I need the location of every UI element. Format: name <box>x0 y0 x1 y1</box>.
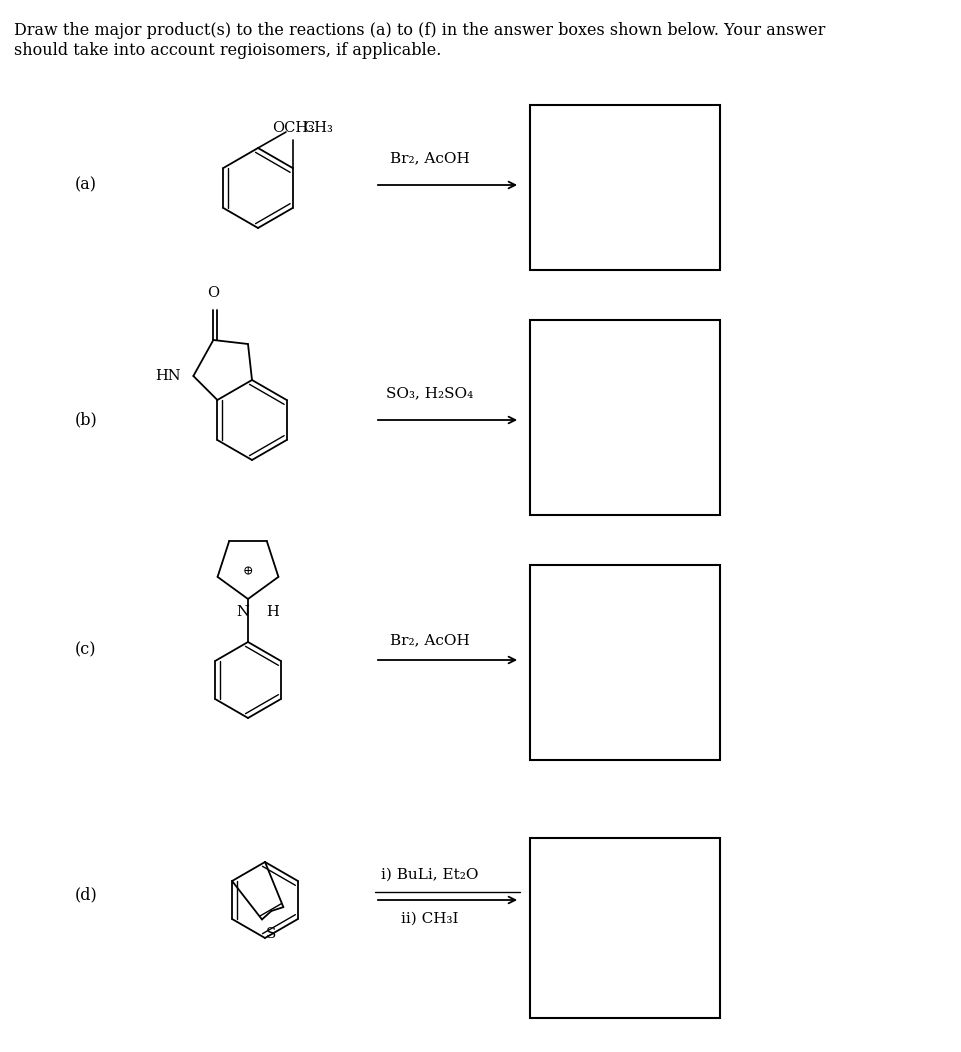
Text: i) BuLi, Et₂O: i) BuLi, Et₂O <box>381 868 479 882</box>
Bar <box>530 320 719 515</box>
Text: SO₃, H₂SO₄: SO₃, H₂SO₄ <box>386 386 473 400</box>
Text: S: S <box>266 927 276 940</box>
Text: (d): (d) <box>75 887 98 904</box>
Text: (b): (b) <box>75 411 98 428</box>
Text: ⊕: ⊕ <box>242 566 253 579</box>
Bar <box>530 105 719 270</box>
Text: OCH₃: OCH₃ <box>271 121 313 135</box>
Text: N: N <box>236 605 249 619</box>
Text: Draw the major product(s) to the reactions (a) to (f) in the answer boxes shown : Draw the major product(s) to the reactio… <box>14 22 825 39</box>
Text: H: H <box>266 605 279 619</box>
Text: should take into account regioisomers, if applicable.: should take into account regioisomers, i… <box>14 42 441 59</box>
Text: Br₂, AcOH: Br₂, AcOH <box>390 633 469 647</box>
Text: HN: HN <box>156 369 182 383</box>
Text: Br₂, AcOH: Br₂, AcOH <box>390 151 469 165</box>
Text: (c): (c) <box>75 642 96 659</box>
Text: CH₃: CH₃ <box>303 121 333 135</box>
Text: ii) CH₃I: ii) CH₃I <box>401 912 458 926</box>
Bar <box>530 565 719 760</box>
Text: (a): (a) <box>75 177 97 194</box>
Text: O: O <box>207 286 219 300</box>
Bar <box>530 838 719 1018</box>
